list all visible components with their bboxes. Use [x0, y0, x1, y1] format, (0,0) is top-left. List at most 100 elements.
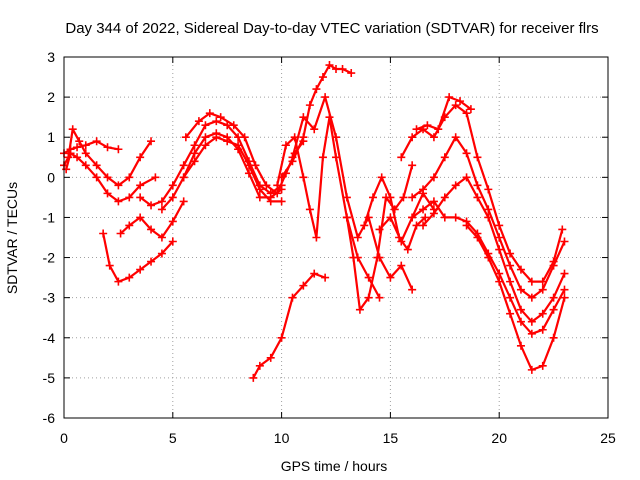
data-point-marker: [92, 161, 101, 170]
data-point-marker: [288, 153, 297, 162]
data-point-marker: [397, 153, 406, 162]
data-point-marker: [125, 273, 134, 282]
data-point-marker: [516, 317, 525, 326]
data-point-marker: [408, 161, 417, 170]
data-point-marker: [527, 365, 536, 374]
data-point-marker: [168, 217, 177, 226]
data-point-marker: [440, 213, 449, 222]
data-point-marker: [429, 133, 438, 142]
data-point-marker: [255, 361, 264, 370]
data-point-marker: [451, 133, 460, 142]
data-point-marker: [558, 225, 567, 234]
data-point-marker: [549, 293, 558, 302]
data-point-marker: [462, 221, 471, 230]
data-point-marker: [451, 101, 460, 110]
data-point-marker: [325, 61, 334, 70]
data-point-marker: [466, 105, 475, 114]
data-point-marker: [364, 273, 373, 282]
data-point-marker: [81, 149, 90, 158]
data-point-marker: [114, 277, 123, 286]
data-point-marker: [527, 329, 536, 338]
data-point-marker: [73, 153, 82, 162]
data-point-marker: [527, 317, 536, 326]
data-point-marker: [538, 325, 547, 334]
data-point-marker: [168, 193, 177, 202]
data-point-marker: [451, 213, 460, 222]
data-point-marker: [386, 273, 395, 282]
data-point-marker: [168, 181, 177, 190]
data-point-marker: [147, 257, 156, 266]
data-point-marker: [516, 305, 525, 314]
data-point-marker: [347, 69, 356, 78]
data-point-marker: [429, 209, 438, 218]
data-point-marker: [560, 293, 569, 302]
data-point-marker: [305, 205, 314, 214]
data-point-marker: [506, 261, 515, 270]
series-track-6: [136, 117, 286, 210]
data-point-marker: [456, 97, 465, 106]
series-line: [363, 176, 427, 251]
data-point-marker: [205, 109, 214, 118]
data-point-marker: [75, 137, 84, 146]
data-point-marker: [66, 149, 75, 158]
data-point-marker: [538, 309, 547, 318]
series-line: [65, 152, 157, 203]
data-point-marker: [549, 333, 558, 342]
data-point-marker: [273, 189, 282, 198]
data-point-marker: [312, 85, 321, 94]
data-point-marker: [179, 173, 188, 182]
data-point-marker: [516, 285, 525, 294]
data-point-marker: [157, 233, 166, 242]
data-point-marker: [321, 273, 330, 282]
data-point-marker: [399, 193, 408, 202]
data-point-marker: [136, 213, 145, 222]
series-track-14: [342, 161, 417, 314]
data-point-marker: [125, 221, 134, 230]
data-point-marker: [125, 173, 134, 182]
x-tick-label: 15: [383, 430, 399, 446]
data-point-marker: [408, 133, 417, 142]
x-tick-label: 10: [274, 430, 290, 446]
data-point-marker: [151, 173, 160, 182]
data-point-marker: [495, 233, 504, 242]
series-line: [378, 192, 435, 243]
data-point-marker: [273, 181, 282, 190]
data-point-marker: [201, 141, 210, 150]
data-point-marker: [114, 181, 123, 190]
x-tick-label: 20: [491, 430, 507, 446]
y-tick-label: 2: [47, 89, 55, 105]
data-point-marker: [216, 113, 225, 122]
data-point-marker: [355, 305, 364, 314]
data-point-marker: [114, 145, 123, 154]
data-point-marker: [147, 201, 156, 210]
data-point-marker: [229, 121, 238, 130]
data-point-marker: [277, 333, 286, 342]
data-point-marker: [321, 93, 330, 102]
data-point-marker: [527, 293, 536, 302]
x-tick-label: 25: [600, 430, 616, 446]
data-point-marker: [549, 261, 558, 270]
data-point-marker: [462, 149, 471, 158]
data-point-marker: [506, 277, 515, 286]
data-point-marker: [201, 133, 210, 142]
data-point-marker: [136, 265, 145, 274]
data-point-marker: [495, 221, 504, 230]
data-point-marker: [116, 229, 125, 238]
data-point-marker: [157, 197, 166, 206]
data-point-marker: [299, 281, 308, 290]
data-point-marker: [527, 277, 536, 286]
data-point-marker: [312, 233, 321, 242]
data-point-marker: [190, 141, 199, 150]
data-point-marker: [538, 361, 547, 370]
data-point-marker: [201, 121, 210, 130]
data-point-marker: [473, 193, 482, 202]
series-line: [139, 120, 283, 207]
plot-frame: [63, 56, 609, 419]
data-point-marker: [277, 197, 286, 206]
series-track-5: [116, 197, 188, 242]
data-point-marker: [353, 233, 362, 242]
series-line: [182, 136, 283, 203]
data-point-marker: [190, 157, 199, 166]
